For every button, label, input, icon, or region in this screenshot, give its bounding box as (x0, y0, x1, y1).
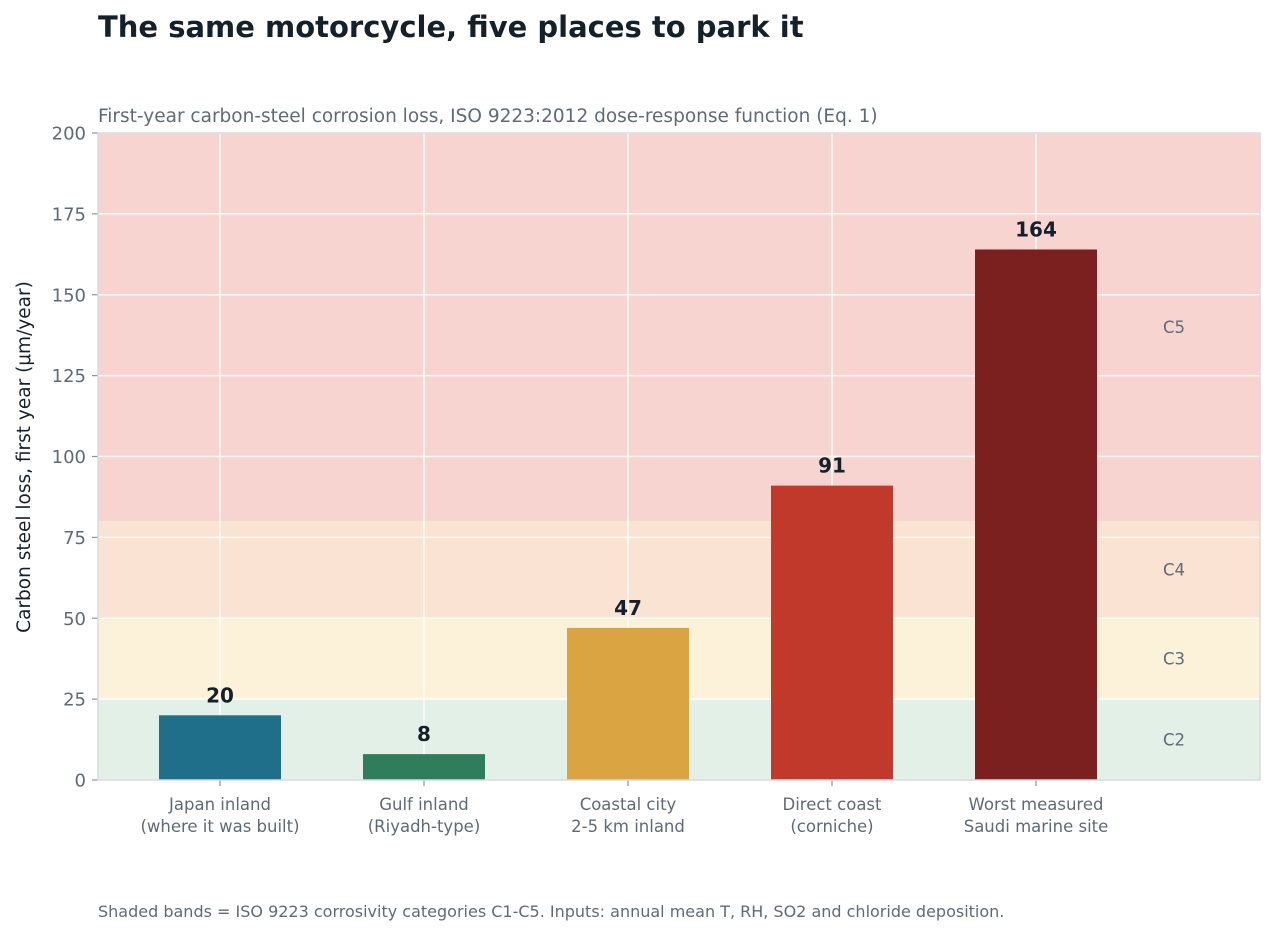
y-tick-label-100: 100 (52, 447, 86, 468)
band-label-c3: C3 (1163, 650, 1185, 669)
x-tick-label-3-line-2: 2-5 km inland (571, 817, 685, 836)
value-label-3: 47 (614, 596, 642, 620)
y-axis-title: Carbon steel loss, first year (μm/year) (14, 281, 35, 633)
x-tick-label-2: Gulf inland (Riyadh-type) (368, 795, 481, 836)
chart-title: The same motorcycle, five places to park… (98, 10, 804, 44)
y-tick-label-125: 125 (52, 366, 86, 387)
x-tick-label-3-line-1: Coastal city (580, 795, 677, 814)
y-tick-label-25: 25 (63, 690, 86, 711)
bar-5 (975, 249, 1097, 780)
bar-1 (159, 715, 281, 780)
bar-2 (363, 754, 485, 780)
y-tick-label-0: 0 (75, 771, 86, 792)
x-tick-label-1-line-1: Japan inland (168, 795, 271, 814)
bar-3 (567, 627, 689, 780)
chart-subtitle: First-year carbon-steel corrosion loss, … (98, 106, 878, 127)
bar-4 (771, 485, 893, 780)
axes: 0 25 50 75 100 125 150 175 200 Japan inland (where… (52, 124, 1261, 836)
x-tick-label-5-line-2: Saudi marine site (964, 817, 1109, 836)
x-tick-label-5: Worst measured Saudi marine site (964, 795, 1109, 836)
x-tick-label-4-line-1: Direct coast (783, 795, 883, 814)
value-label-1: 20 (206, 683, 234, 707)
footnote: Shaded bands = ISO 9223 corrosivity cate… (98, 902, 1005, 921)
x-tick-label-1-line-2: (where it was built) (140, 817, 299, 836)
x-tick-label-4: Direct coast (corniche) (783, 795, 883, 836)
y-tick-label-75: 75 (63, 528, 86, 549)
plot-frame (97, 132, 1261, 781)
band-label-c4: C4 (1163, 561, 1185, 580)
value-label-2: 8 (417, 722, 431, 746)
bars: 20 8 47 91 164 (159, 217, 1097, 780)
x-tick-label-3: Coastal city 2-5 km inland (571, 795, 685, 836)
x-tick-label-5-line-1: Worst measured (969, 795, 1104, 814)
y-tick-label-175: 175 (52, 204, 86, 225)
x-tick-label-2-line-1: Gulf inland (379, 795, 469, 814)
y-tick-label-200: 200 (52, 124, 86, 145)
y-tick-label-50: 50 (63, 609, 86, 630)
y-tick-label-150: 150 (52, 285, 86, 306)
x-tick-label-4-line-2: (corniche) (790, 817, 873, 836)
band-label-c5: C5 (1163, 318, 1185, 337)
x-tick-label-1: Japan inland (where it was built) (140, 795, 299, 836)
value-label-5: 164 (1015, 217, 1057, 241)
value-label-4: 91 (818, 454, 846, 478)
band-label-c2: C2 (1163, 731, 1185, 750)
x-tick-label-2-line-2: (Riyadh-type) (368, 817, 481, 836)
